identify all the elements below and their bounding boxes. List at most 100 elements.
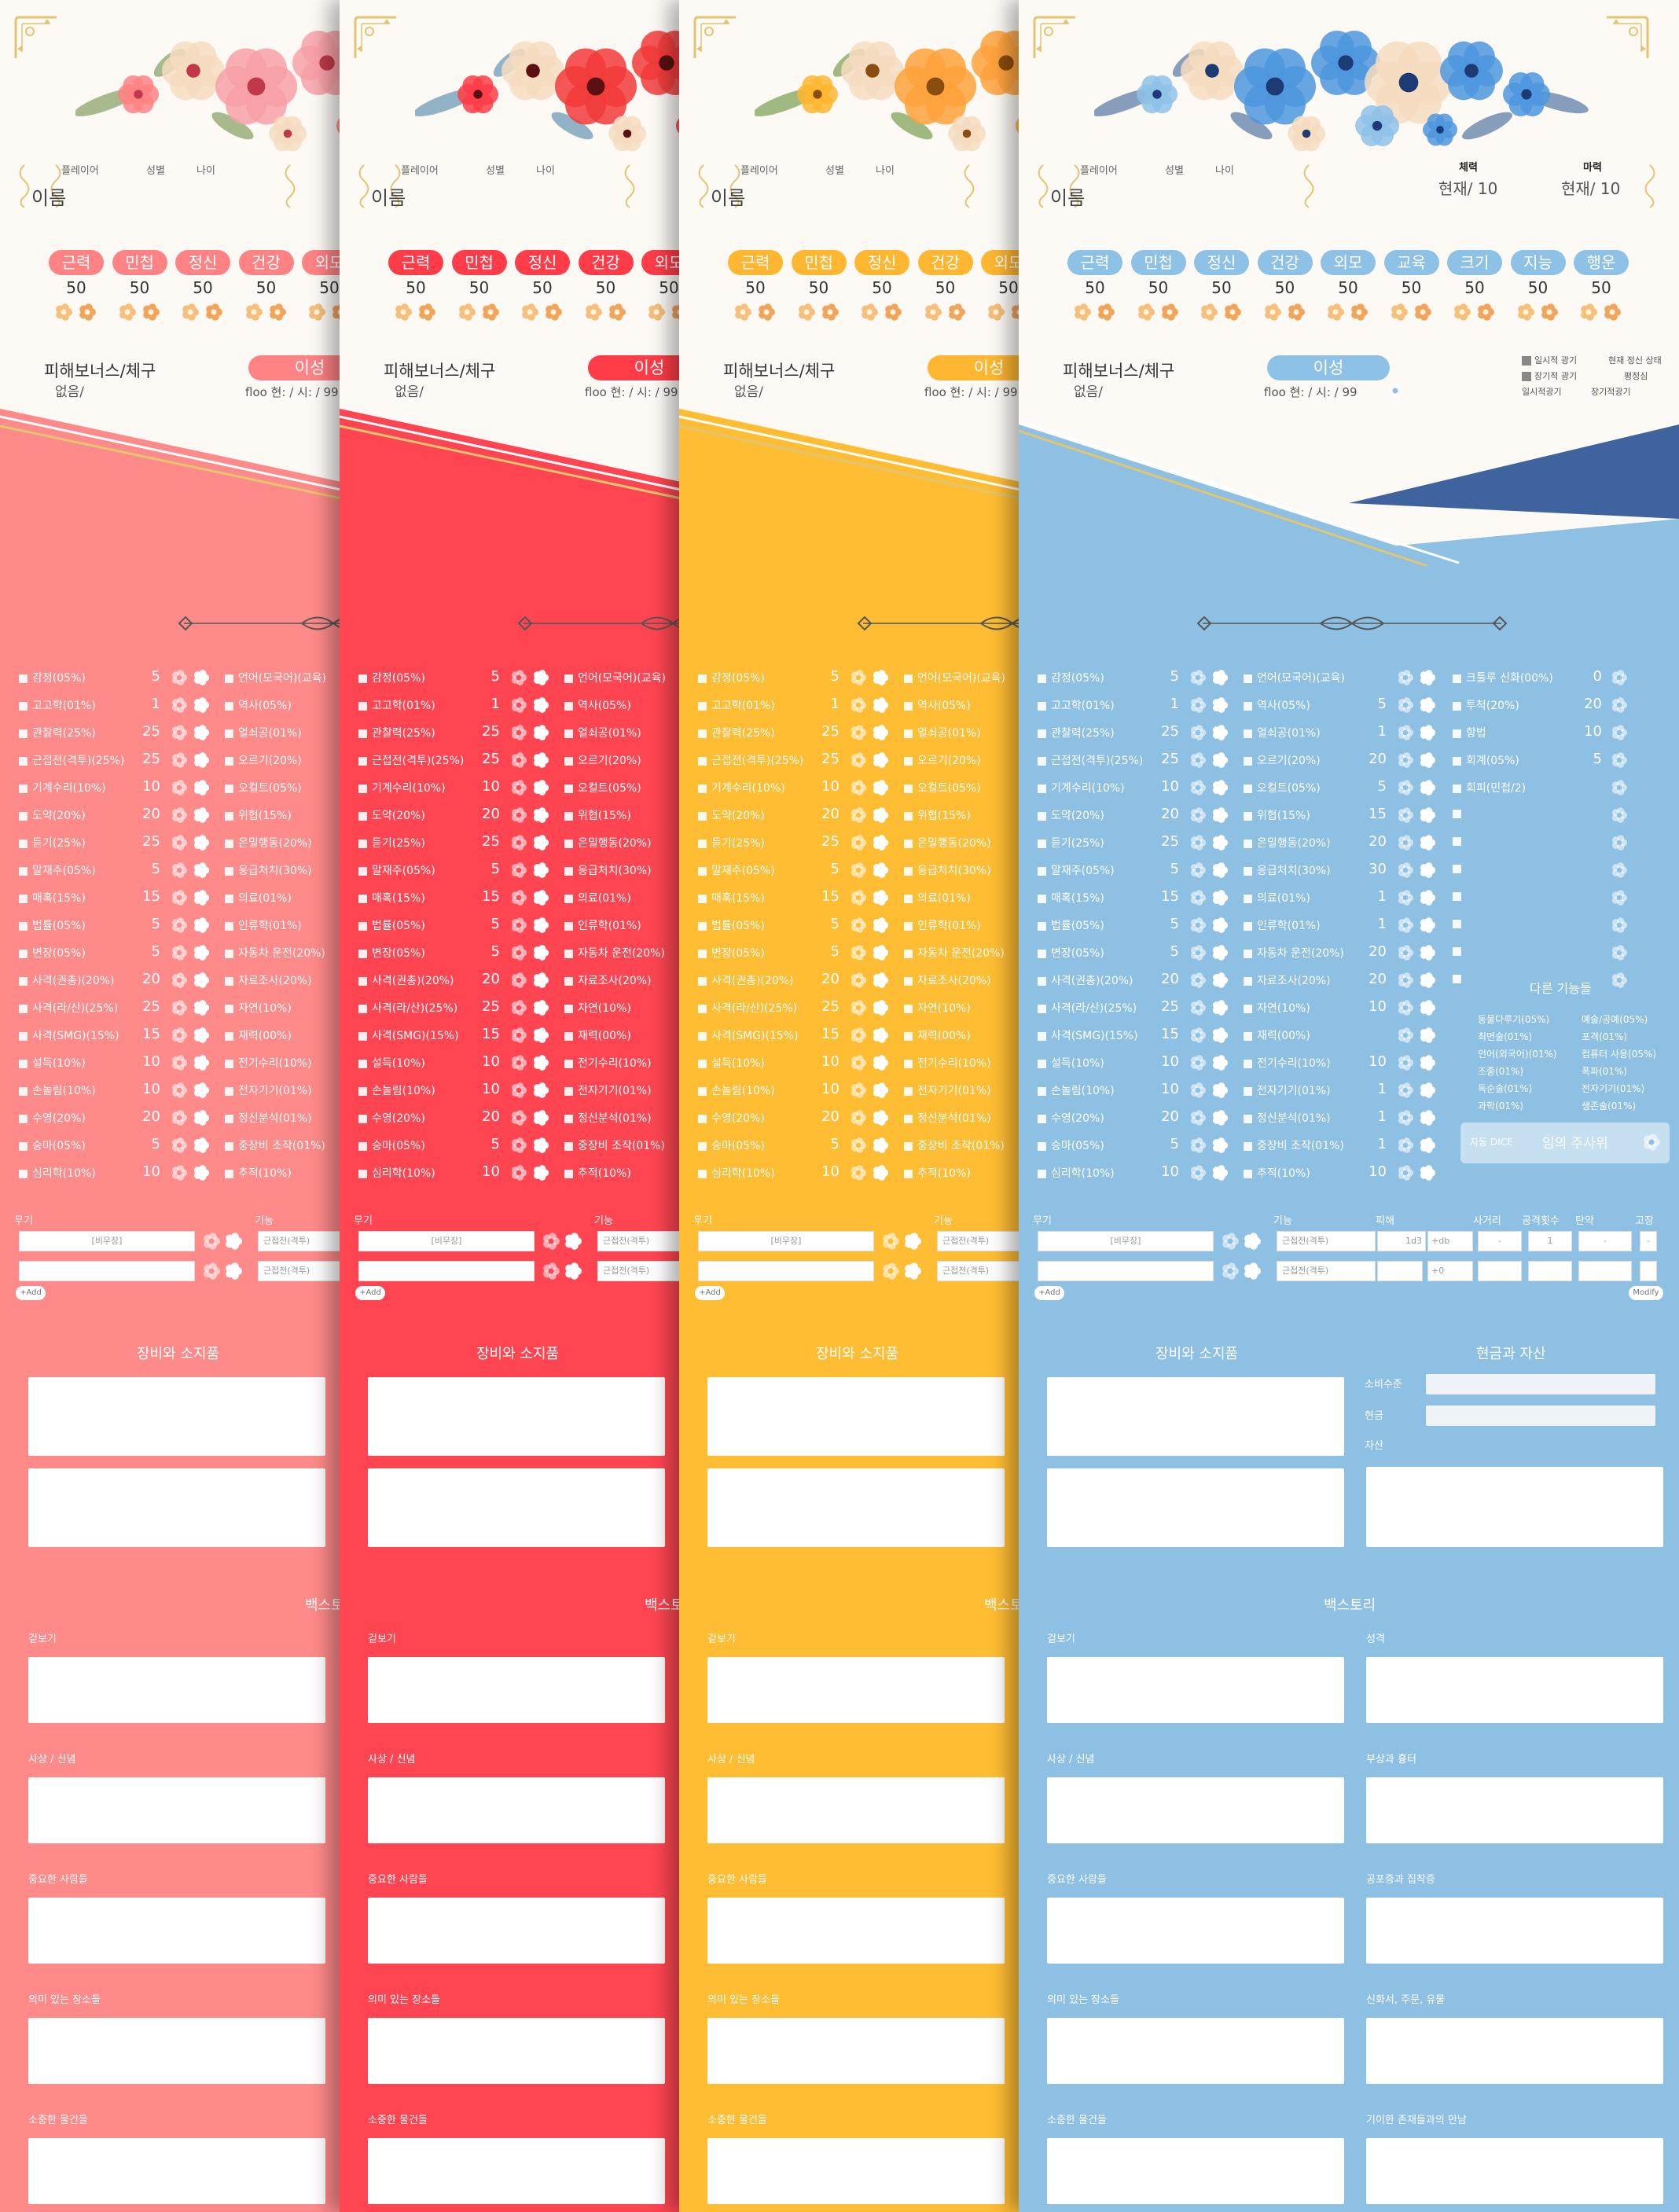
skill-value[interactable]: 10	[142, 1163, 160, 1180]
skill-checkbox[interactable]	[358, 894, 367, 903]
skill-row[interactable]: 말재주(05%)	[698, 862, 775, 884]
skill-row[interactable]: 감정(05%)	[19, 670, 86, 692]
stat-value-1[interactable]: 50	[129, 278, 150, 297]
flower-icon[interactable]	[1242, 1261, 1262, 1281]
skill-checkbox[interactable]	[225, 674, 233, 683]
skill-checkbox[interactable]	[225, 1169, 233, 1178]
skill-value[interactable]: 5	[151, 943, 160, 960]
skill-value[interactable]: 10	[1584, 723, 1602, 740]
other-skill-item[interactable]: 과학(01%)	[1478, 1100, 1524, 1112]
skill-row[interactable]: 추적(10%)	[1244, 1165, 1310, 1187]
flower-icon[interactable]	[871, 861, 890, 880]
flower-icon[interactable]	[1396, 833, 1415, 852]
skill-checkbox[interactable]	[698, 1169, 707, 1178]
other-skill-item[interactable]: 예술/공예(05%)	[1582, 1014, 1648, 1025]
flower-icon[interactable]	[531, 668, 550, 687]
weapon-skill-select[interactable]: 근접전(격투)	[258, 1231, 340, 1251]
skill-row[interactable]: 설득(10%)	[1038, 1055, 1104, 1077]
skill-value[interactable]: 20	[1584, 696, 1602, 712]
stat-value-3[interactable]: 50	[595, 278, 616, 297]
skill-row[interactable]: 듣기(25%)	[698, 835, 765, 857]
flower-icon[interactable]	[756, 302, 777, 322]
skill-checkbox[interactable]	[1038, 1169, 1046, 1178]
flower-icon[interactable]	[170, 1026, 189, 1045]
flower-icon[interactable]	[1475, 302, 1496, 322]
skill-checkbox[interactable]	[1453, 756, 1461, 766]
flower-icon[interactable]	[1418, 971, 1437, 990]
skill-value[interactable]: 10	[1161, 778, 1179, 795]
skill-row[interactable]: 투척(20%)	[1453, 697, 1519, 719]
skill-value[interactable]: 25	[821, 751, 840, 767]
skill-checkbox[interactable]	[19, 729, 28, 738]
skill-value[interactable]: 15	[482, 888, 500, 905]
flower-icon[interactable]	[1199, 302, 1219, 322]
skill-row[interactable]: 변장(05%)	[698, 945, 765, 967]
flower-icon[interactable]	[1610, 751, 1629, 770]
skill-checkbox[interactable]	[225, 1059, 233, 1068]
flower-icon[interactable]	[1349, 302, 1369, 322]
flower-icon[interactable]	[1189, 916, 1207, 935]
flower-icon[interactable]	[1418, 1136, 1437, 1155]
flower-icon[interactable]	[1211, 916, 1229, 935]
skill-row[interactable]: 심리학(10%)	[698, 1165, 775, 1187]
skill-checkbox[interactable]	[358, 1004, 367, 1013]
skill-value[interactable]: 5	[490, 1136, 500, 1152]
flower-icon[interactable]	[509, 668, 528, 687]
skill-row[interactable]	[1453, 835, 1466, 857]
skill-row[interactable]: 자료조사(20%)	[564, 972, 652, 994]
skill-value[interactable]: 5	[1377, 696, 1387, 712]
skill-checkbox[interactable]	[225, 839, 233, 848]
skill-checkbox[interactable]	[1244, 866, 1252, 876]
stat-value-4[interactable]: 50	[659, 278, 679, 297]
equipment-textbox[interactable]	[1047, 1377, 1344, 1456]
flower-icon[interactable]	[223, 1231, 244, 1251]
backstory-textbox-significant_people[interactable]	[368, 1898, 665, 1964]
flower-icon[interactable]	[871, 806, 890, 825]
flower-icon[interactable]	[531, 1136, 550, 1155]
skill-row[interactable]: 법률(05%)	[1038, 917, 1104, 939]
skill-row[interactable]: 근접전(격투)(25%)	[19, 752, 124, 774]
skill-value[interactable]: 25	[1161, 833, 1179, 850]
flower-icon[interactable]	[509, 833, 528, 852]
flower-icon[interactable]	[531, 971, 550, 990]
flower-icon[interactable]	[531, 943, 550, 962]
flower-icon[interactable]	[1418, 1026, 1437, 1045]
skill-checkbox[interactable]	[564, 839, 573, 848]
skill-row[interactable]: 오르기(20%)	[904, 752, 981, 774]
flower-icon[interactable]	[141, 302, 161, 322]
flower-icon[interactable]	[223, 1261, 244, 1281]
skill-value[interactable]: 10	[142, 778, 160, 795]
flower-icon[interactable]	[1610, 861, 1629, 880]
flower-icon[interactable]	[1189, 1026, 1207, 1045]
skill-checkbox[interactable]	[19, 866, 28, 876]
flower-icon[interactable]	[509, 1081, 528, 1100]
flower-icon[interactable]	[170, 806, 189, 825]
flower-icon[interactable]	[849, 888, 868, 907]
skill-value[interactable]: 15	[821, 888, 840, 905]
flower-icon[interactable]	[849, 916, 868, 935]
long-insanity-label[interactable]: 장기적 광기	[1522, 369, 1577, 382]
cash-input[interactable]	[1426, 1405, 1655, 1426]
skill-checkbox[interactable]	[19, 1059, 28, 1068]
flower-icon[interactable]	[1418, 861, 1437, 880]
flower-icon[interactable]	[1602, 302, 1622, 322]
flower-icon[interactable]	[1418, 916, 1437, 935]
skill-checkbox[interactable]	[564, 729, 573, 738]
flower-icon[interactable]	[170, 751, 189, 770]
skill-row[interactable]: 오르기(20%)	[1244, 752, 1321, 774]
flower-icon[interactable]	[531, 998, 550, 1017]
flower-icon[interactable]	[849, 971, 868, 990]
assets-textbox[interactable]	[1366, 1467, 1663, 1547]
weapon-name-input[interactable]: [비무장]	[1038, 1231, 1214, 1251]
skill-checkbox[interactable]	[1244, 949, 1252, 958]
flower-icon[interactable]	[1610, 916, 1629, 935]
stat-value-3[interactable]: 50	[935, 278, 956, 297]
flower-icon[interactable]	[531, 806, 550, 825]
skill-value[interactable]: 15	[1369, 806, 1387, 822]
skill-row[interactable]: 위협(15%)	[564, 807, 631, 829]
skill-row[interactable]: 전자기기(01%)	[1244, 1082, 1331, 1104]
flower-icon[interactable]	[871, 1053, 890, 1072]
skill-value[interactable]: 10	[821, 778, 840, 795]
skill-checkbox[interactable]	[698, 1031, 707, 1041]
damage-bonus-value[interactable]: 없음/	[1074, 384, 1104, 400]
